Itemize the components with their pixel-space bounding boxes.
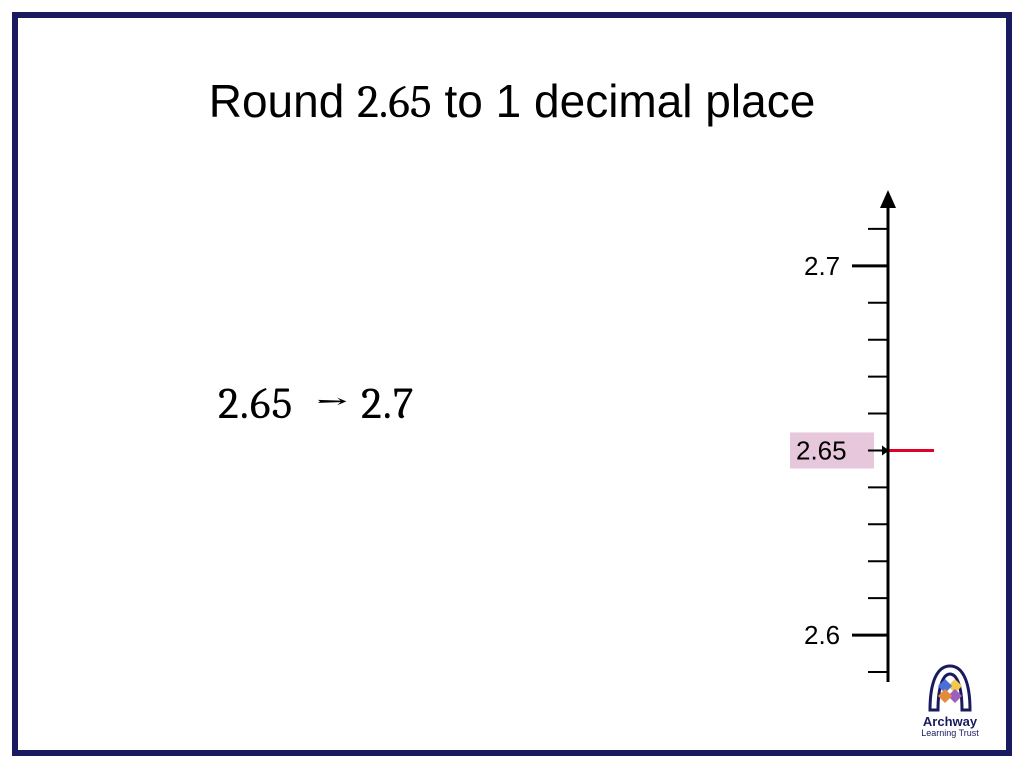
- title-value: 2.65: [357, 76, 432, 129]
- logo-subtitle: Learning Trust: [910, 728, 990, 738]
- equation-arrow: →: [315, 378, 350, 429]
- tick-label: 2.7: [804, 251, 840, 281]
- number-line: 2.6 2.7 2.65: [718, 188, 938, 708]
- logo-icon: [924, 664, 976, 712]
- highlight-label: 2.65: [796, 435, 847, 465]
- equation-rhs: 2.7: [361, 378, 415, 429]
- slide-frame: Round 2.65 to 1 decimal place 2.65 → 2.7…: [12, 12, 1012, 756]
- slide-title: Round 2.65 to 1 decimal place: [18, 74, 1006, 129]
- rounding-equation: 2.65 → 2.7: [218, 378, 414, 429]
- axis-arrowhead: [880, 190, 896, 208]
- logo-name: Archway: [910, 714, 990, 729]
- tick-label: 2.6: [804, 620, 840, 650]
- title-prefix: Round: [209, 75, 357, 127]
- archway-logo: Archway Learning Trust: [910, 664, 990, 738]
- title-suffix: to 1 decimal place: [432, 75, 816, 127]
- equation-lhs: 2.65: [218, 378, 293, 429]
